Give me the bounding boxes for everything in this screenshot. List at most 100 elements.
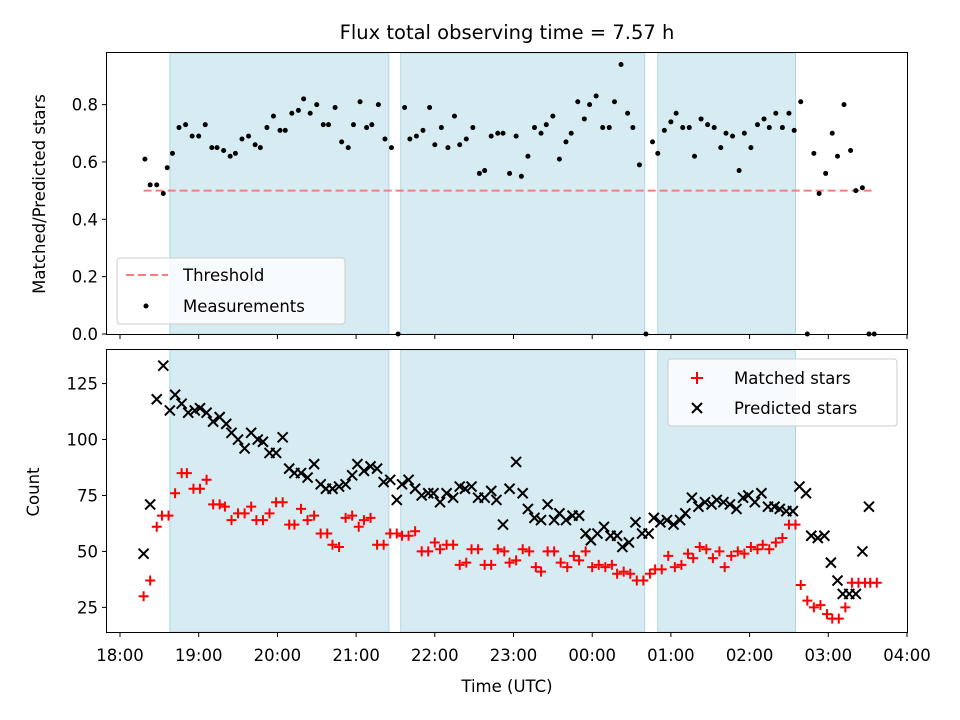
- predicted-star-point: [485, 485, 497, 497]
- matched-star-point: [524, 546, 535, 557]
- matched-star-point: [714, 546, 725, 557]
- predicted-star-point: [667, 518, 680, 531]
- matched-star-point: [726, 550, 737, 561]
- measurement-point: [277, 127, 283, 133]
- matched-star-point: [423, 546, 434, 557]
- measurement-point: [834, 153, 840, 159]
- predicted-star-point: [422, 487, 434, 499]
- matched-star-point: [163, 510, 174, 521]
- y-tick-label: 100: [67, 431, 99, 450]
- measurement-point: [202, 122, 208, 128]
- predicted-star-point: [308, 458, 320, 470]
- measurement-point: [606, 125, 612, 131]
- x-tick-label: 18:00: [96, 646, 144, 665]
- predicted-legend-label: Predicted stars: [734, 399, 857, 418]
- matched-star-point: [764, 544, 775, 555]
- measurement-point: [357, 99, 363, 105]
- predicted-star-point: [346, 469, 358, 482]
- matched-star-point: [701, 544, 712, 555]
- measurement-point: [482, 168, 488, 174]
- measurement-point: [295, 107, 301, 113]
- top-y-ticks: 0.0 0.2 0.4 0.6 0.8: [72, 96, 107, 344]
- measurement-point: [550, 113, 556, 119]
- matched-star-point: [378, 539, 389, 550]
- matched-star-point: [181, 468, 192, 479]
- predicted-star-point: [364, 460, 377, 473]
- bottom-legend[interactable]: Matched stars Predicted stars: [667, 358, 898, 427]
- matched-star-point: [606, 559, 617, 570]
- predicted-star-point: [301, 471, 314, 484]
- measurement-point: [618, 61, 624, 67]
- matched-star-point: [391, 528, 402, 539]
- matched-star-point: [808, 602, 819, 613]
- matched-star-point: [745, 541, 756, 552]
- y-tick-label: 75: [77, 486, 98, 505]
- predicted-star-point: [629, 516, 642, 529]
- measurement-point: [314, 102, 320, 108]
- predicted-star-point: [396, 478, 408, 490]
- measurement-point: [680, 125, 686, 131]
- measurement-point: [718, 145, 724, 151]
- predicted-star-point: [616, 541, 629, 553]
- matched-star-point: [625, 568, 636, 579]
- matched-star-point: [663, 550, 674, 561]
- top-legend[interactable]: Threshold Measurements: [116, 257, 346, 325]
- predicted-star-point: [522, 503, 534, 515]
- predicted-star-point: [642, 527, 655, 540]
- predicted-star-point: [276, 431, 289, 443]
- matched-star-point: [327, 539, 338, 550]
- matched-star-point: [802, 595, 813, 606]
- measurement-point: [264, 125, 270, 131]
- measurement-point: [413, 133, 419, 139]
- measurement-point: [402, 104, 408, 110]
- measurement-point: [779, 125, 785, 131]
- matched-star-point: [587, 562, 598, 573]
- measurement-point: [531, 125, 537, 131]
- matched-star-point: [669, 562, 680, 573]
- measurement-point: [257, 145, 263, 151]
- measurement-point: [209, 145, 215, 151]
- predicted-star-point: [333, 480, 345, 493]
- predicted-star-point: [755, 487, 768, 499]
- matched-star-point: [340, 512, 351, 523]
- top-axes-frame: [106, 52, 908, 335]
- measurement-point: [160, 191, 166, 196]
- matched-star-point: [201, 474, 212, 485]
- predicted-star-point: [465, 480, 478, 493]
- measurement-point: [636, 162, 642, 168]
- measurement-point: [741, 130, 747, 136]
- matched-star-point: [454, 559, 465, 570]
- measurement-point: [650, 139, 656, 145]
- predicted-star-point: [175, 398, 188, 410]
- measurement-point: [420, 127, 426, 133]
- measurements-points: [142, 61, 877, 337]
- matched-star-point: [638, 575, 649, 586]
- measurement-point: [301, 96, 307, 102]
- measurement-point: [673, 110, 679, 116]
- predicted-star-point: [371, 462, 383, 475]
- matched-star-point: [353, 521, 364, 532]
- measurement-point: [382, 136, 388, 142]
- measurement-point: [513, 133, 519, 139]
- predicted-star-point: [699, 496, 711, 508]
- measurement-point: [457, 142, 463, 148]
- predicted-star-point: [805, 530, 817, 542]
- measurement-point: [761, 116, 767, 122]
- predicted-star-point: [686, 492, 698, 504]
- predicted-star-point: [339, 478, 352, 490]
- measurement-point: [859, 185, 865, 191]
- measurement-point: [754, 122, 760, 128]
- measurement-point: [575, 99, 581, 105]
- measurement-point: [375, 102, 381, 108]
- predicted-star-point: [326, 483, 339, 495]
- predicted-star-point: [724, 498, 736, 511]
- predicted-star-point: [535, 514, 547, 526]
- y-tick-label: 0.4: [72, 210, 98, 229]
- predicted-star-point: [391, 494, 403, 506]
- bottom-x-axis-label: Time (UTC): [460, 677, 552, 696]
- measurement-point: [183, 122, 189, 128]
- y-tick-label: 0.2: [72, 268, 98, 287]
- matched-star-point: [473, 544, 484, 555]
- measurement-point: [518, 173, 524, 179]
- measurement-point: [339, 139, 345, 145]
